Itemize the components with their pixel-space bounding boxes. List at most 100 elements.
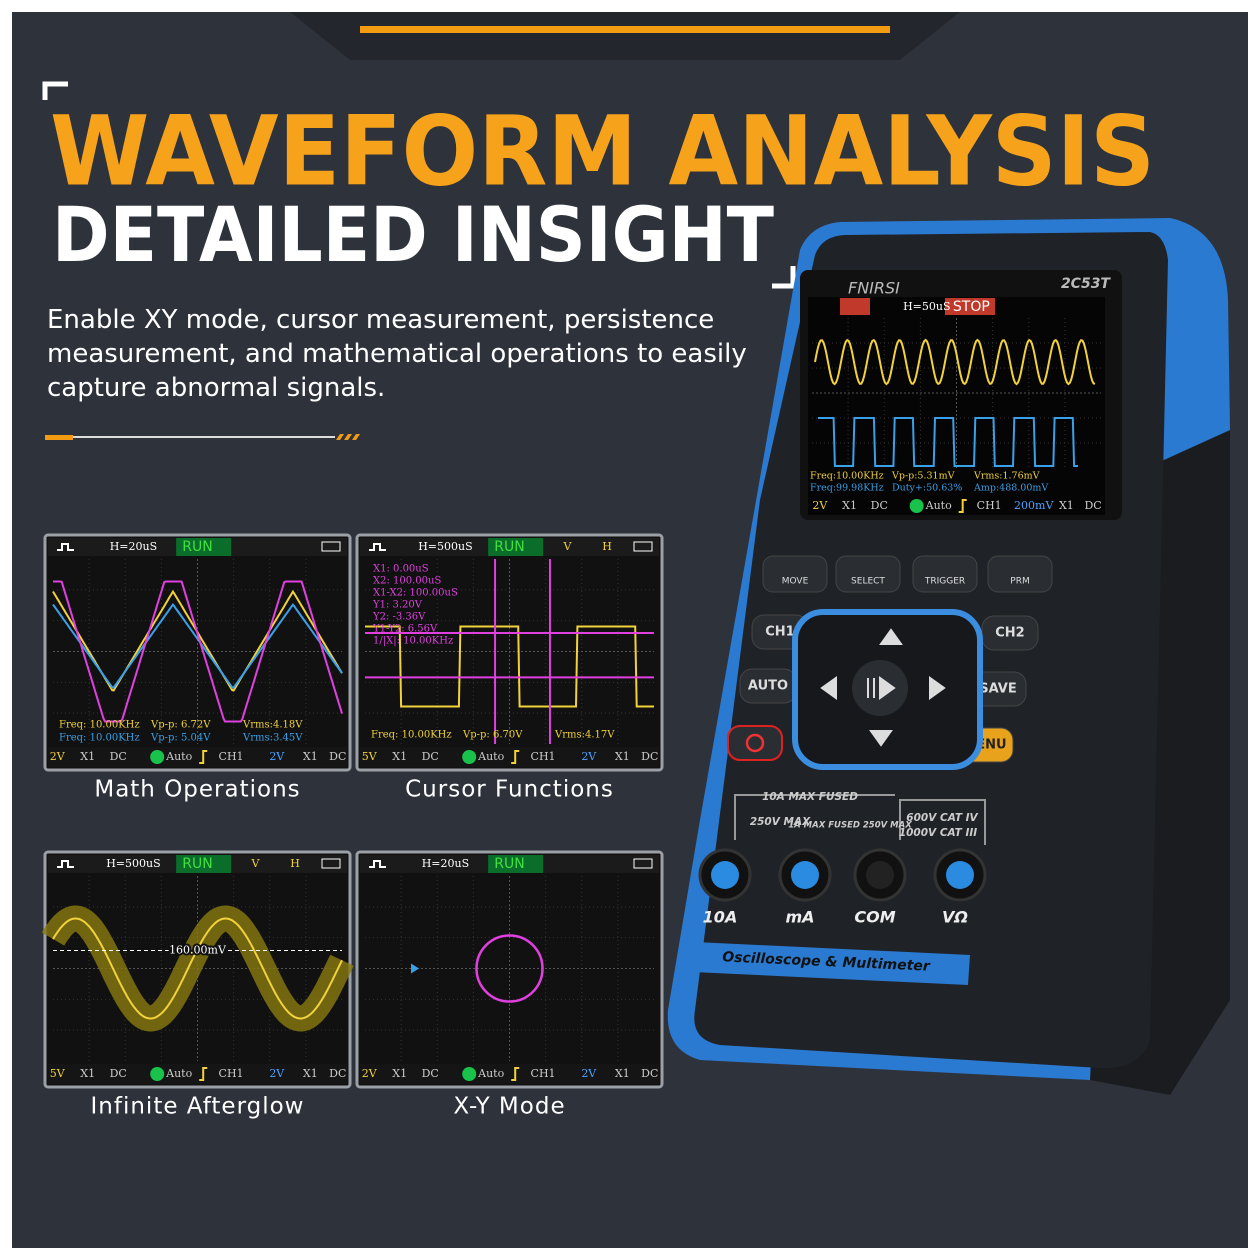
title: WAVEFORM ANALYSIS (50, 95, 1155, 207)
caption: Math Operations (94, 777, 300, 803)
button (912, 555, 978, 593)
button-label: SAVE (979, 682, 1016, 697)
channel-icon (369, 543, 386, 551)
footer-bar (360, 747, 659, 767)
footer-text: DC (110, 1067, 127, 1080)
channel-icon (57, 543, 74, 551)
readout: Vrms:1.76mV (973, 471, 1040, 482)
run-badge (176, 855, 232, 873)
corner (772, 266, 796, 289)
battery (633, 858, 653, 869)
wave (52, 917, 343, 1020)
wave (53, 580, 343, 723)
jack-label: COM (854, 908, 895, 927)
footer-text: 2V (581, 1067, 597, 1080)
cursor-readout: Y2: -3.36V (372, 612, 426, 623)
readout: Freq: 10.00KHz (59, 720, 140, 731)
status-text: H=20uS (422, 857, 469, 870)
footer-text: X1 (615, 750, 630, 763)
status-text: H (602, 540, 612, 553)
footer-text: Auto (165, 1067, 192, 1080)
footer-text: DC (110, 750, 127, 763)
footer-text: Auto (925, 499, 952, 512)
wave (818, 417, 1078, 467)
run-badge (488, 855, 544, 873)
top-tab (290, 12, 960, 60)
channel-icon (57, 860, 74, 868)
status-text: H=500uS (418, 540, 472, 553)
trigger-icon (150, 1067, 165, 1081)
model: 2C53T (1061, 276, 1111, 292)
pointer (411, 963, 419, 974)
footer-text: Auto (165, 750, 192, 763)
rating: 1A MAX FUSED 250V MAX (788, 821, 912, 831)
footer-text: CH1 (531, 750, 556, 763)
button-label: TRIGGER (924, 577, 965, 587)
run-state: RUN (494, 539, 524, 555)
footer-text: X1 (303, 750, 318, 763)
footer-text: DC (641, 750, 658, 763)
button (835, 555, 901, 593)
footer-text: X1 (1059, 499, 1074, 512)
edge-icon (958, 499, 967, 513)
footer-text: CH1 (531, 1067, 556, 1080)
cursor-readout: Y1: 3.20V (372, 600, 423, 611)
readout: Freq: 10.00KHz (59, 733, 140, 744)
footer-text: DC (329, 750, 346, 763)
caption: Infinite Afterglow (91, 1094, 305, 1120)
stop-badge (945, 298, 995, 315)
ch-badge (840, 298, 870, 315)
footer-text: Auto (477, 750, 504, 763)
status-text: H=500uS (106, 857, 160, 870)
battery (321, 858, 341, 869)
footer-text: X1 (615, 1067, 630, 1080)
run-state: STOP (953, 299, 990, 315)
status-text: H=20uS (110, 540, 157, 553)
rating-box (734, 794, 986, 845)
footer-text: X1 (80, 1067, 95, 1080)
footer-bar (48, 1064, 347, 1084)
footer-text: 5V (50, 1067, 66, 1080)
cursor-readout: X1-X2: 100.00uS (373, 588, 458, 599)
wave (365, 625, 654, 708)
status-text: V (250, 857, 260, 870)
readout: Freq:10.00KHz (810, 471, 884, 482)
footer-text: DC (422, 750, 439, 763)
button-label: SELECT (851, 577, 885, 587)
button-label: AUTO (748, 679, 788, 694)
jack-core (866, 861, 894, 889)
footer-text: X1 (842, 499, 857, 512)
readout: Freq: 10.00KHz (371, 730, 452, 741)
footer-text: 2V (362, 1067, 378, 1080)
edge-icon (511, 1067, 520, 1081)
footer-text: X1 (392, 1067, 407, 1080)
cursor-readout: 1/|X|: 10.00KHz (373, 636, 453, 647)
button-label: PRM (1010, 577, 1029, 587)
jack-core (711, 861, 739, 889)
wave (52, 602, 343, 689)
footer-text: 200mV (1014, 499, 1054, 512)
readout: Amp:488.00mV (973, 483, 1048, 494)
jack-core (791, 861, 819, 889)
battery (321, 541, 341, 552)
footer-text: DC (641, 1067, 658, 1080)
readout: Vp-p: 6.70V (462, 730, 523, 741)
footer-text: 2V (269, 1067, 285, 1080)
screen-panel: H=500uS RUN V H 160.00mV 5V X1 DC Auto CH1 2V X1 DC I… (41, 850, 354, 1120)
subtitle: DETAILED INSIGHT (52, 190, 774, 279)
panels: H=20uS RUN Freq: 10.00KHz Vp-p: 6.72V Vrms:4… (41, 533, 664, 1120)
button (762, 555, 828, 593)
readout: Vp-p: 5.04V (150, 733, 211, 744)
jack-label: VΩ (942, 908, 968, 927)
screen-panel: H=20uS RUN Freq: 10.00KHz Vp-p: 6.72V Vrms:4… (43, 533, 352, 803)
footer-text: CH1 (977, 499, 1002, 512)
footer-text: DC (329, 1067, 346, 1080)
rule-dashes (336, 434, 360, 440)
jack-core (946, 861, 974, 889)
readout: Vrms:4.17V (554, 730, 615, 741)
run-state: RUN (494, 856, 524, 872)
corner (42, 81, 68, 100)
footer-text: X1 (392, 750, 407, 763)
